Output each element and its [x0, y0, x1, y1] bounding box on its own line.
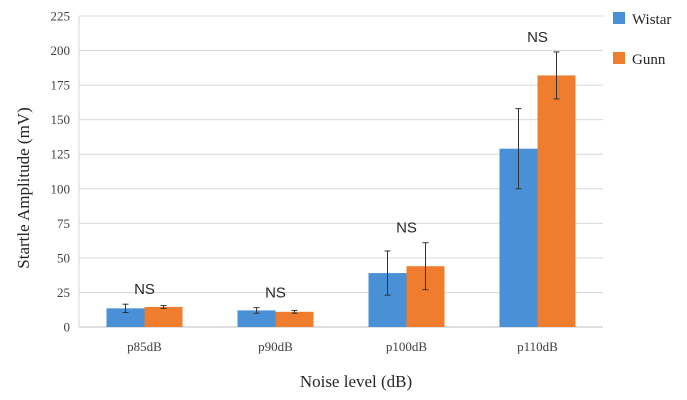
gridlines: [78, 15, 603, 328]
y-tick-labels: 0 25 50 75 100 125 150 175 200 225: [51, 9, 71, 335]
ns-annotation: NS: [265, 285, 286, 302]
bars: [106, 75, 576, 328]
y-tick-label: 100: [51, 181, 71, 196]
x-category-label: p100dB: [386, 339, 428, 354]
y-tick-label: 150: [51, 112, 71, 127]
bar-wistar-p90dB: [237, 310, 276, 327]
x-category-label: p85dB: [127, 339, 162, 354]
ns-annotation: NS: [527, 29, 548, 46]
bar-gunn-p90dB: [275, 311, 314, 327]
error-bars: [122, 51, 560, 314]
y-tick-label: 200: [51, 43, 71, 58]
bar-gunn-p85dB: [144, 306, 183, 327]
y-tick-label: 75: [57, 216, 70, 231]
y-tick-label: 175: [51, 78, 71, 93]
y-tick-label: 25: [57, 285, 70, 300]
ns-annotation: NS: [396, 220, 417, 237]
y-tick-label: 125: [51, 147, 71, 162]
x-category-label: p110dB: [517, 339, 558, 354]
y-tick-label: 0: [64, 320, 71, 335]
y-axis-title: Startle Amplitude (mV): [14, 107, 33, 268]
y-tick-label: 50: [57, 250, 70, 265]
x-category-labels: p85dB p90dB p100dB p110dB: [127, 339, 558, 354]
x-axis-title: Noise level (dB): [300, 372, 412, 391]
bar-gunn-p110dB: [537, 75, 576, 328]
legend-label-gunn: Gunn: [632, 52, 666, 68]
x-category-label: p90dB: [258, 339, 293, 354]
ns-annotation: NS: [134, 281, 155, 298]
legend-swatch-wistar: [613, 12, 625, 24]
legend-label-wistar: Wistar: [632, 12, 671, 28]
y-tick-label: 225: [51, 9, 71, 24]
legend: Wistar Gunn: [613, 12, 671, 68]
bar-wistar-p85dB: [106, 308, 145, 327]
annotations: NS NS NS NS: [134, 29, 548, 302]
legend-swatch-gunn: [613, 52, 625, 64]
